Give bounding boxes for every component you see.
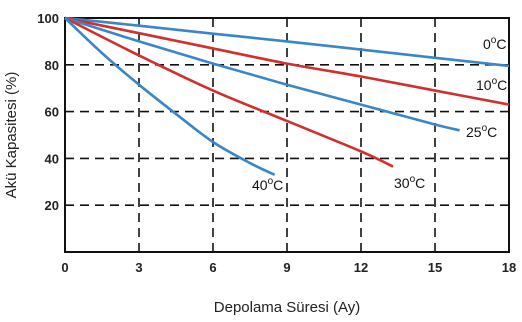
y-tick-label: 20 (45, 198, 59, 213)
x-tick-label: 9 (283, 260, 290, 275)
series-line-30c (64, 16, 394, 168)
x-axis-label: Depolama Süresi (Ay) (214, 299, 360, 316)
series-lines (64, 16, 510, 176)
series-line-0c (64, 16, 510, 68)
series-label-25c: 25oC (466, 123, 497, 140)
y-tick-label: 100 (37, 11, 59, 26)
y-tick-label: 80 (45, 58, 59, 73)
x-tick-label: 15 (428, 260, 442, 275)
plot-frame (64, 17, 510, 253)
series-label-30c: 30oC (394, 174, 425, 191)
x-tick-label: 3 (135, 260, 142, 275)
series-label-0c: 0oC (483, 35, 506, 52)
series-line-10c (64, 16, 510, 106)
x-tick-labels: 0 3 6 9 12 15 18 (61, 260, 516, 275)
y-tick-label: 60 (45, 105, 59, 120)
series-labels: 0oC 10oC 25oC 30oC 40oC (252, 35, 507, 193)
x-tick-label: 6 (209, 260, 216, 275)
x-tick-label: 0 (61, 260, 68, 275)
x-tick-label: 18 (502, 260, 516, 275)
y-axis-label: Akü Kapasitesi (%) (3, 72, 20, 199)
x-tick-label: 12 (354, 260, 368, 275)
series-label-40c: 40oC (252, 176, 283, 193)
series-label-10c: 10oC (476, 76, 507, 93)
y-tick-label: 40 (45, 151, 59, 166)
series-line-25c (64, 16, 460, 132)
series-line-40c (64, 17, 276, 176)
y-tick-labels: 20 40 60 80 100 (37, 11, 59, 213)
grid (65, 18, 509, 252)
